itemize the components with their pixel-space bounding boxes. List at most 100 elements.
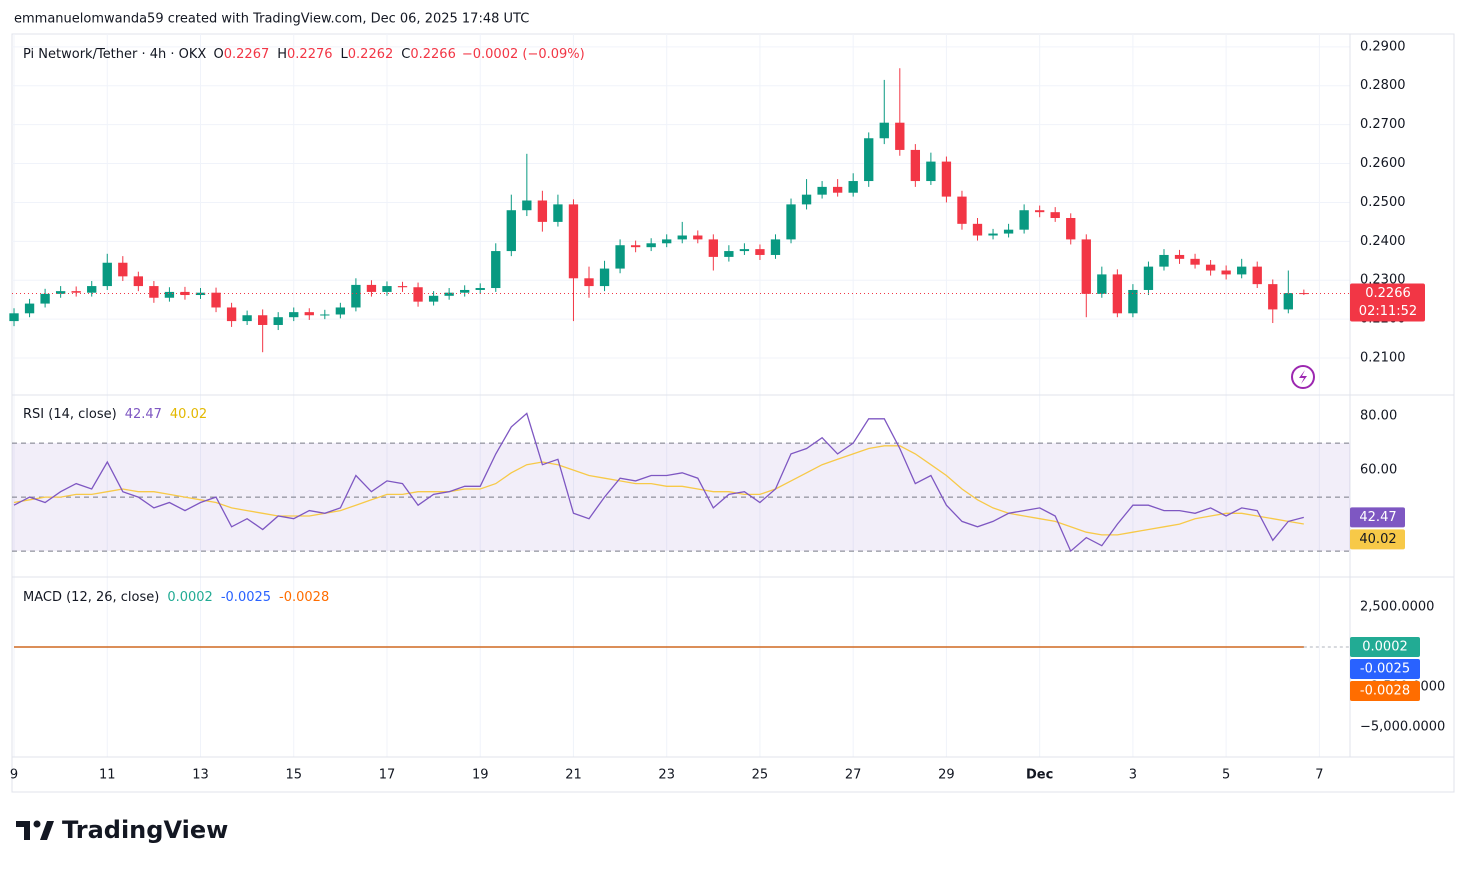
value-badge (1350, 681, 1420, 701)
candle-body (102, 262, 112, 287)
candle-body (1174, 254, 1185, 259)
candle-body (1268, 284, 1278, 310)
macd-value: -0.0025 (221, 590, 271, 605)
candle-body (40, 293, 50, 304)
candle-body (770, 239, 781, 255)
candle-body (351, 284, 361, 308)
rsi-line (13, 445, 1304, 536)
candle-body (1205, 264, 1216, 271)
candle-body (599, 268, 610, 287)
candle-body (941, 161, 952, 197)
ohlc-value: 0.2267 (224, 47, 270, 62)
value-badge (1350, 637, 1420, 657)
legend: Pi Network/Tether · 4h · OKX O0.2267 H0.22… (23, 47, 585, 62)
x-tick-label: 17 (379, 768, 396, 783)
y-tick-label: 80.00 (1360, 409, 1397, 424)
value-badge-label: 40.02 (1359, 532, 1396, 547)
candle-body (739, 249, 750, 252)
candle-body (24, 303, 35, 314)
candle-body (724, 251, 734, 257)
ohlc-value: 0.2276 (287, 47, 333, 62)
ohlc-value: 0.2262 (348, 47, 394, 62)
macd-hist-value: 0.0002 (167, 590, 213, 605)
candle-body (71, 291, 81, 293)
y-tick-label: 0.2400 (1360, 234, 1406, 249)
macd-title: MACD (12, 26, close) (23, 590, 159, 605)
candle-body (895, 122, 905, 150)
candle-body (537, 200, 548, 222)
ohlc-value: 0.2266 (410, 47, 456, 62)
candle-body (413, 287, 423, 302)
macd-legend: MACD (12, 26, close) 0.0002 -0.0025 -0.0028 (23, 590, 329, 605)
value-badge (1350, 659, 1420, 679)
candle-body (1143, 266, 1154, 290)
candle-body (1035, 210, 1045, 213)
candle-body (289, 312, 299, 318)
rsi-legend: RSI (14, close) 42.47 40.02 (23, 407, 207, 422)
candle-body (428, 295, 439, 302)
candle-body (335, 307, 346, 315)
x-tick-label: 9 (10, 768, 18, 783)
candle-body (1050, 212, 1060, 219)
candle-body (1081, 239, 1091, 294)
candle-body (226, 307, 237, 322)
candle-body (211, 292, 221, 308)
candle-body (786, 204, 796, 240)
candle-body (1128, 289, 1138, 314)
candle-body (522, 200, 532, 211)
symbol-title: Pi Network/Tether · 4h · OKX (23, 47, 206, 62)
candle-body (444, 292, 454, 296)
y-tick-label: −5,000.0000 (1360, 720, 1445, 735)
candle-body (1190, 258, 1200, 265)
candle-body (568, 204, 579, 279)
candle-body (1097, 274, 1107, 294)
candle-body (242, 315, 252, 322)
change: −0.0002 (−0.09%) (462, 47, 585, 62)
candle-body (630, 245, 641, 248)
candle-body (1221, 270, 1231, 275)
x-tick-label: 19 (472, 768, 489, 783)
candle-body (1237, 266, 1247, 275)
candle-body (164, 291, 175, 298)
candle-body (382, 286, 392, 292)
candle-body (910, 149, 921, 182)
x-tick-label: 25 (752, 768, 769, 783)
candle-body (1159, 254, 1169, 267)
candle-body (957, 196, 967, 224)
candle-body (1019, 210, 1029, 230)
candle-body (662, 239, 672, 244)
x-tick-label: 23 (658, 768, 675, 783)
value-badge-label: -0.0025 (1360, 662, 1410, 677)
candle-body (832, 186, 843, 193)
y-tick-label: 0.2700 (1360, 117, 1406, 132)
candle-body (988, 233, 998, 236)
x-tick-label: 15 (285, 768, 302, 783)
candle-body (55, 291, 66, 294)
ohlc-letter: C (401, 47, 410, 62)
rsi-title: RSI (14, close) (23, 407, 117, 422)
marks (9, 68, 1350, 648)
candle-body (708, 239, 718, 257)
x-tick-label: 27 (845, 768, 862, 783)
candle-body (506, 210, 516, 252)
candle-body (926, 161, 936, 182)
value-badge-label: -0.0028 (1360, 684, 1410, 699)
chart-frame (11, 33, 1455, 793)
candle-body (801, 194, 812, 205)
candle-body (1252, 266, 1262, 285)
y-tick-label: 0.2500 (1360, 195, 1406, 210)
candle-body (615, 245, 625, 269)
ohlc-letter: O (214, 47, 224, 62)
candle-body (1112, 274, 1123, 314)
candle-body (257, 315, 268, 325)
candle-body (1066, 218, 1076, 240)
candle-body (460, 289, 470, 293)
candle-body (273, 317, 283, 325)
y-tick-label: 60.00 (1360, 463, 1397, 478)
alert-icon[interactable] (1291, 365, 1315, 389)
candle-body (817, 186, 827, 195)
rsi-line (13, 412, 1304, 553)
candle-body (1299, 293, 1309, 295)
price-badge (1350, 283, 1425, 322)
